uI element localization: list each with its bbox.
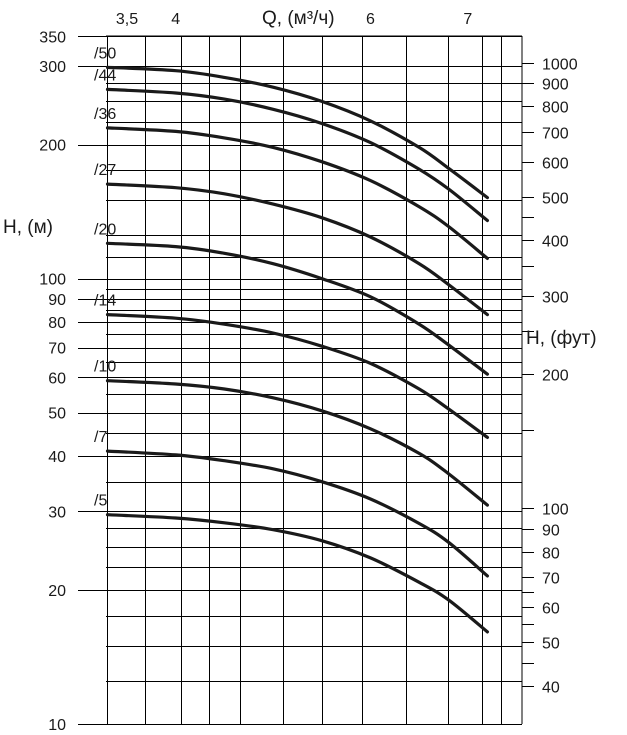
y-left-tick-label: 40 — [48, 449, 66, 466]
curve-stage-14 — [105, 313, 489, 439]
y-right-tick-label: 70 — [542, 571, 560, 588]
x-axis-label: Q, (м³/ч) — [262, 8, 335, 29]
y-left-tick-label: 300 — [39, 59, 66, 76]
series-label-44: /44 — [94, 67, 116, 84]
x-tick-label: 3,5 — [116, 11, 138, 28]
top-axis-ticks: 3,5 4 6 7 — [106, 11, 522, 37]
y-axis-right-label: H, (фут) — [526, 328, 597, 349]
y-left-tick-label: 20 — [48, 583, 66, 600]
curve-stage-5 — [105, 513, 489, 634]
y-right-tick-label: 600 — [542, 156, 569, 173]
y-left-tick-label: 350 — [39, 29, 66, 46]
x-tick-label: 6 — [366, 11, 375, 28]
series-label-10: /10 — [94, 359, 116, 376]
y-right-tick-label: 40 — [542, 680, 560, 697]
y-right-tick-label: 1000 — [542, 57, 578, 74]
y-right-tick-label: 700 — [542, 126, 569, 143]
performance-curves — [105, 65, 489, 634]
y-right-tick-label: 200 — [542, 368, 569, 385]
y-right-tick-label: 80 — [542, 546, 560, 563]
series-label-27: /27 — [94, 162, 116, 179]
series-label-20: /20 — [94, 221, 116, 238]
vertical-gridlines — [107, 36, 523, 724]
y-left-tick-label: 50 — [48, 406, 66, 423]
series-labels: /5/7/10/14/20/27/36/44/50 — [94, 45, 116, 509]
y-right-tick-label: 900 — [542, 77, 569, 94]
curve-stage-20 — [105, 241, 489, 376]
horizontal-gridlines — [106, 36, 522, 725]
y-axis-left-label: H, (м) — [3, 217, 53, 238]
series-label-7: /7 — [94, 429, 107, 446]
y-right-tick-label: 800 — [542, 100, 569, 117]
right-axis-ticks: 40 50 60 70 80 90 100 200 300 400 500 600 700 800 900 1… — [521, 36, 578, 724]
series-label-50: /50 — [94, 45, 116, 62]
y-left-tick-label: 80 — [48, 315, 66, 332]
x-tick-label: 7 — [463, 11, 472, 28]
y-right-tick-label: 500 — [542, 191, 569, 208]
x-tick-label: 4 — [171, 11, 180, 28]
y-left-tick-label: 30 — [48, 504, 66, 521]
y-right-tick-label: 300 — [542, 290, 569, 307]
curve-stage-50 — [105, 65, 489, 200]
y-right-tick-label: 90 — [542, 523, 560, 540]
y-left-tick-label: 60 — [48, 370, 66, 387]
y-left-tick-label: 200 — [39, 138, 66, 155]
y-right-tick-label: 60 — [542, 601, 560, 618]
series-label-36: /36 — [94, 106, 116, 123]
series-label-5: /5 — [94, 493, 107, 510]
y-right-tick-label: 100 — [542, 502, 569, 519]
series-label-14: /14 — [94, 293, 116, 310]
curve-stage-27 — [105, 182, 489, 317]
curve-stage-44 — [105, 87, 489, 223]
curve-stage-10 — [105, 379, 489, 507]
y-left-tick-label: 10 — [48, 717, 66, 734]
curve-stage-36 — [105, 126, 489, 260]
y-left-tick-label: 100 — [39, 272, 66, 289]
curve-stage-7 — [105, 449, 489, 578]
y-right-tick-label: 400 — [542, 234, 569, 251]
left-axis-ticks: 10 20 30 40 50 60 70 80 90 100 200 300 350 — [39, 29, 106, 734]
y-left-tick-label: 70 — [48, 341, 66, 358]
y-right-tick-label: 50 — [542, 636, 560, 653]
y-left-tick-label: 90 — [48, 292, 66, 309]
